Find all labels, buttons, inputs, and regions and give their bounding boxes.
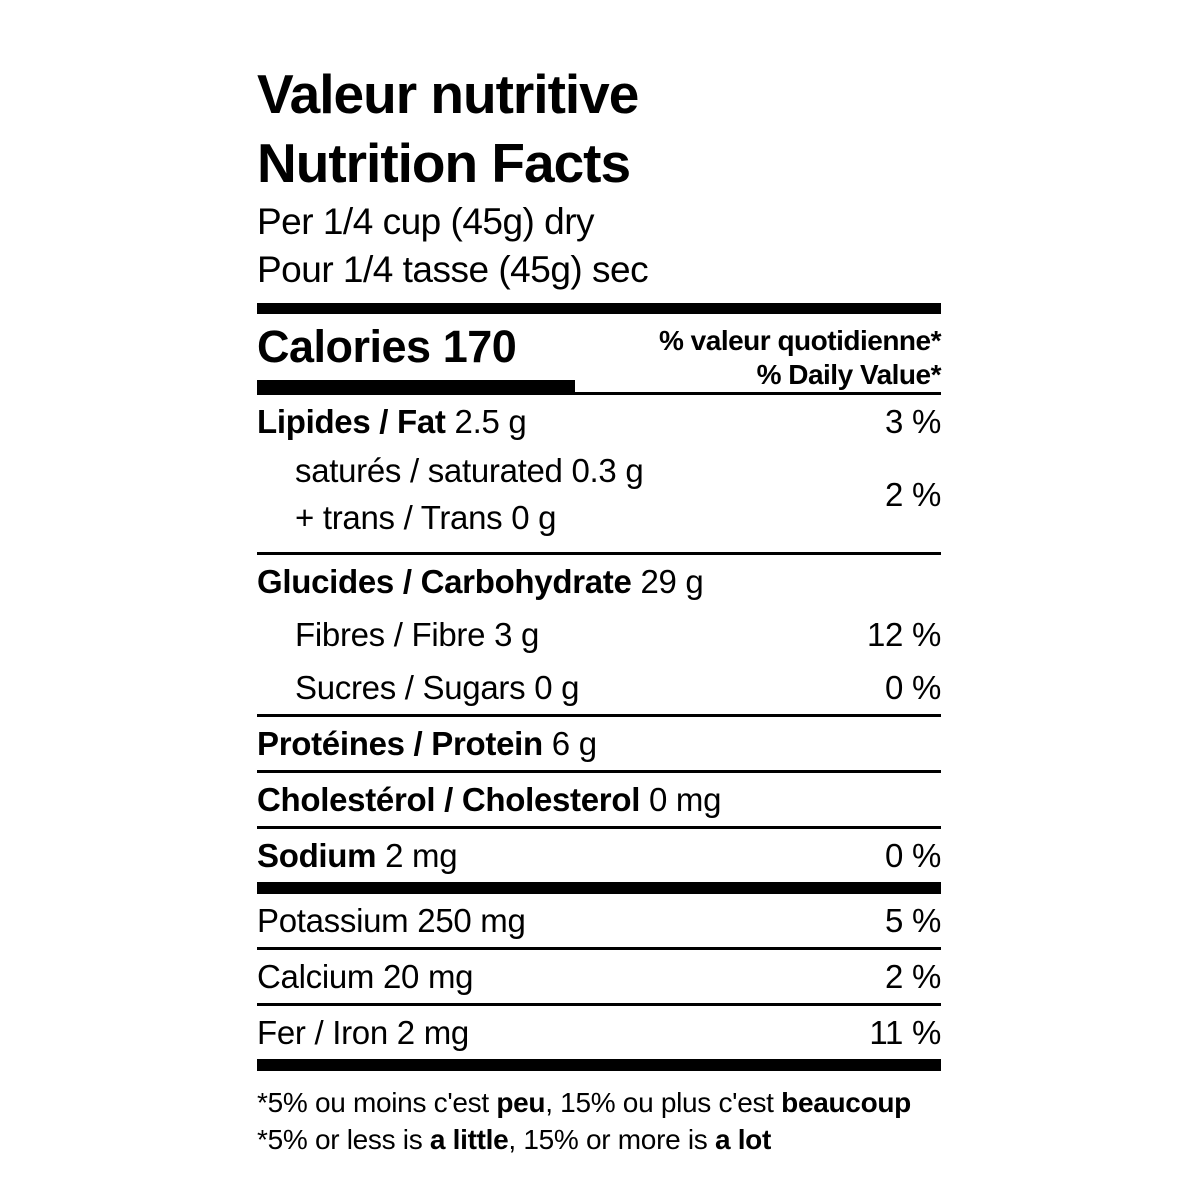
footnote-fr-part1: *5% ou moins c'est [257, 1086, 497, 1118]
iron-text: Fer / Iron 2 mg [257, 1014, 469, 1053]
divider-thick-bottom [257, 1058, 941, 1071]
daily-value-header: % valeur quotidienne* % Daily Value* [659, 321, 942, 392]
sugars-text: Sucres / Sugars 0 g [257, 669, 579, 708]
footnote-fr-part2: , 15% ou plus c'est [545, 1086, 782, 1118]
calcium-label: Calcium [257, 957, 375, 995]
calories-underline [257, 380, 575, 393]
fibre-text: Fibres / Fibre 3 g [257, 616, 539, 655]
calories-section: Calories 170 % valeur quotidienne* % Dail… [257, 314, 942, 393]
row-protein: Protéines / Protein 6 g [257, 713, 941, 770]
footnote-en-part2: , 15% or more is [508, 1123, 715, 1155]
saturated-line: saturés / saturated 0.3 g [295, 452, 644, 490]
sugars-label: Sucres / Sugars [295, 669, 526, 706]
calcium-daily-value: 2 % [885, 957, 941, 995]
calcium-value: 20 mg [383, 957, 474, 995]
sugars-daily-value: 0 % [885, 669, 941, 706]
row-calcium: Calcium 20 mg 2 % [257, 946, 941, 1003]
title-french: Valeur nutritive [257, 63, 639, 125]
row-carbohydrate: Glucides / Carbohydrate 29 g [257, 552, 941, 608]
calcium-text: Calcium 20 mg [257, 957, 474, 997]
fibre-label: Fibres / Fibre [295, 616, 486, 654]
divider-thick-middle [257, 881, 941, 894]
footnote-english: *5% or less is a little, 15% or more is … [257, 1122, 941, 1159]
footnote: *5% ou moins c'est peu, 15% ou plus c'es… [257, 1085, 941, 1159]
fibre-value: 3 g [494, 616, 540, 654]
serving-size-english: Per 1/4 cup (45g) dry [257, 200, 595, 242]
footnote-french: *5% ou moins c'est peu, 15% ou plus c'es… [257, 1085, 941, 1122]
fat-text: Lipides / Fat 2.5 g [257, 403, 527, 442]
iron-daily-value: 11 % [869, 1013, 941, 1051]
iron-value: 2 mg [396, 1013, 469, 1051]
footnote-en-bold2: a lot [714, 1123, 772, 1155]
sugars-value: 0 g [534, 669, 580, 706]
protein-label: Protéines / Protein [257, 724, 543, 762]
calories-value: 170 [442, 321, 517, 373]
row-sodium: Sodium 2 mg 0 % [257, 825, 941, 882]
calories-text: Calories 170 [257, 321, 575, 373]
sodium-text: Sodium 2 mg [257, 836, 458, 876]
iron-label: Fer / Iron [257, 1013, 388, 1051]
saturated-trans-text: saturés / saturated 0.3 g + trans / Tran… [257, 448, 644, 542]
footnote-en-part1: *5% or less is [257, 1123, 430, 1155]
row-fibre: Fibres / Fibre 3 g 12 % [257, 608, 941, 661]
carbohydrate-value: 29 g [640, 563, 704, 601]
daily-value-header-english: % Daily Value* [756, 359, 942, 391]
footnote-fr-bold2: beaucoup [781, 1086, 911, 1118]
row-fat: Lipides / Fat 2.5 g 3 % [257, 392, 941, 448]
serving-size-french: Pour 1/4 tasse (45g) sec [257, 249, 649, 291]
footnote-en-bold1: a little [429, 1123, 509, 1155]
sodium-daily-value: 0 % [885, 836, 941, 874]
potassium-value: 250 mg [417, 901, 526, 939]
sodium-value: 2 mg [385, 836, 458, 874]
protein-value: 6 g [551, 724, 597, 762]
cholesterol-label: Cholestérol / Cholesterol [257, 780, 641, 818]
carbohydrate-label: Glucides / Carbohydrate [257, 563, 632, 601]
cholesterol-text: Cholestérol / Cholesterol 0 mg [257, 781, 721, 820]
fibre-daily-value: 12 % [866, 616, 941, 654]
potassium-label: Potassium [257, 901, 409, 939]
nutrition-facts-label: Valeur nutritive Nutrition Facts Per 1/4… [257, 60, 942, 1159]
protein-text: Protéines / Protein 6 g [257, 725, 597, 764]
fat-label: Lipides / Fat [257, 403, 446, 441]
row-potassium: Potassium 250 mg 5 % [257, 894, 941, 947]
calories-block: Calories 170 [257, 321, 575, 393]
calories-label: Calories [257, 321, 431, 373]
fat-value: 2.5 g [454, 403, 527, 441]
row-iron: Fer / Iron 2 mg 11 % [257, 1002, 941, 1059]
saturated-trans-daily-value: 2 % [885, 476, 941, 514]
potassium-text: Potassium 250 mg [257, 902, 526, 941]
potassium-daily-value: 5 % [885, 901, 941, 939]
row-cholesterol: Cholestérol / Cholesterol 0 mg [257, 769, 941, 826]
carbohydrate-text: Glucides / Carbohydrate 29 g [257, 563, 704, 602]
footnote-fr-bold1: peu [496, 1086, 546, 1118]
fat-daily-value: 3 % [885, 403, 941, 441]
daily-value-header-french: % valeur quotidienne* [659, 325, 942, 357]
divider-thick-top [257, 303, 941, 315]
title-english: Nutrition Facts [257, 131, 631, 194]
trans-line: + trans / Trans 0 g [295, 499, 557, 537]
row-sugars: Sucres / Sugars 0 g 0 % [257, 661, 941, 714]
cholesterol-value: 0 mg [648, 780, 722, 818]
row-saturated-trans: saturés / saturated 0.3 g + trans / Tran… [257, 448, 941, 552]
sodium-label: Sodium [257, 836, 377, 874]
